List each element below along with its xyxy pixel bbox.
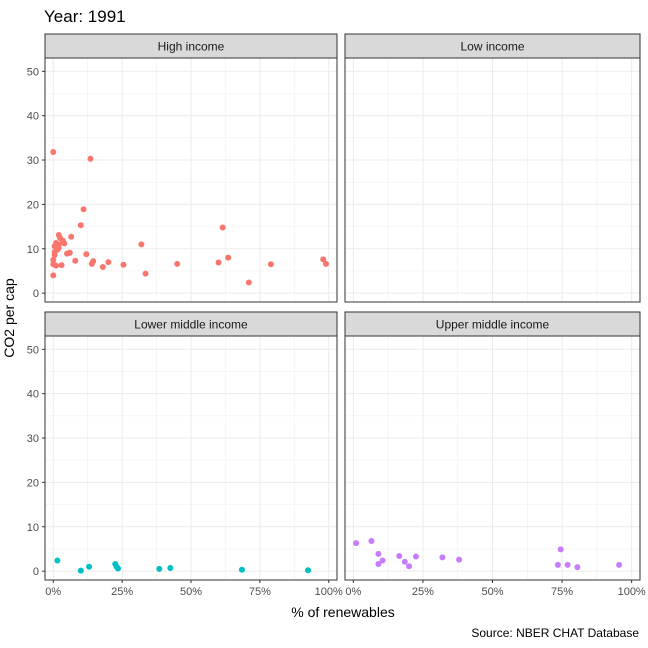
data-point bbox=[61, 240, 68, 247]
facet-strip-label: Lower middle income bbox=[134, 318, 248, 332]
data-point bbox=[401, 558, 408, 565]
data-point bbox=[616, 561, 623, 568]
data-point bbox=[77, 567, 84, 574]
data-point bbox=[115, 565, 121, 572]
data-point bbox=[58, 262, 65, 269]
x-tick-label: 0% bbox=[45, 586, 61, 598]
data-point bbox=[174, 260, 181, 267]
y-tick-label: 10 bbox=[27, 244, 39, 256]
data-point bbox=[322, 260, 329, 267]
data-point bbox=[320, 256, 327, 263]
y-tick-label: 10 bbox=[27, 522, 39, 534]
data-point bbox=[554, 561, 561, 568]
data-point bbox=[439, 554, 446, 561]
data-point bbox=[83, 251, 90, 258]
data-point bbox=[72, 257, 79, 264]
data-point bbox=[66, 249, 73, 256]
facet-strip-label: High income bbox=[158, 40, 225, 54]
data-point bbox=[375, 550, 382, 557]
x-tick-label: 100% bbox=[618, 586, 646, 598]
data-point bbox=[305, 567, 312, 574]
y-tick-label: 50 bbox=[27, 66, 39, 78]
data-point bbox=[456, 556, 463, 563]
data-point bbox=[215, 259, 222, 266]
data-point bbox=[77, 222, 84, 229]
data-point bbox=[379, 557, 386, 564]
data-point bbox=[120, 261, 127, 268]
y-tick-label: 20 bbox=[27, 477, 39, 489]
data-point bbox=[267, 261, 274, 268]
data-point bbox=[238, 566, 245, 573]
data-point bbox=[353, 540, 360, 547]
data-point bbox=[50, 256, 57, 263]
data-point bbox=[53, 262, 60, 269]
facet-panels: High income 0 10 20 30 40 50 Low income Lower mi… bbox=[27, 33, 646, 598]
facet-panel: Upper middle income 0% 25% 50% 75% 100% bbox=[344, 311, 646, 598]
x-tick-label: 25% bbox=[412, 586, 434, 598]
facet-strip bbox=[344, 33, 641, 59]
data-point bbox=[245, 279, 252, 286]
y-axis-title: CO2 per cap bbox=[1, 278, 17, 358]
data-point bbox=[396, 553, 403, 560]
data-point bbox=[87, 155, 94, 162]
facet-strip bbox=[44, 311, 338, 337]
x-tick-label: 75% bbox=[249, 586, 271, 598]
x-tick-label: 75% bbox=[551, 586, 573, 598]
x-tick-label: 100% bbox=[315, 586, 343, 598]
y-tick-label: 50 bbox=[27, 344, 39, 356]
x-tick-label: 50% bbox=[180, 586, 202, 598]
data-point bbox=[412, 553, 419, 560]
x-axis-title: % of renewables bbox=[291, 604, 395, 620]
panel-border bbox=[344, 57, 641, 303]
facet-strip-label: Upper middle income bbox=[436, 318, 550, 332]
y-tick-label: 40 bbox=[27, 111, 39, 123]
facet-panel: Low income bbox=[344, 33, 641, 303]
y-tick-label: 0 bbox=[33, 566, 39, 578]
data-point bbox=[138, 241, 145, 248]
data-point bbox=[368, 537, 375, 544]
data-point bbox=[90, 258, 97, 265]
data-point bbox=[55, 244, 62, 251]
data-point bbox=[105, 259, 112, 266]
data-point bbox=[99, 263, 106, 270]
data-point bbox=[156, 565, 163, 572]
x-tick-label: 25% bbox=[111, 586, 133, 598]
y-tick-label: 20 bbox=[27, 199, 39, 211]
y-tick-label: 0 bbox=[33, 288, 39, 300]
data-point bbox=[557, 546, 564, 553]
data-point bbox=[225, 254, 232, 261]
facet-strip bbox=[44, 33, 338, 59]
data-point bbox=[375, 561, 382, 568]
data-point bbox=[54, 557, 61, 564]
facet-panel: Lower middle income 0 10 20 30 40 50 0% 25% 50% 75… bbox=[27, 311, 343, 598]
y-tick-label: 30 bbox=[27, 433, 39, 445]
x-tick-label: 0% bbox=[345, 586, 361, 598]
data-point bbox=[80, 206, 87, 213]
chart-caption: Source: NBER CHAT Database bbox=[471, 626, 639, 640]
facet-panel: High income 0 10 20 30 40 50 bbox=[27, 33, 338, 303]
data-point bbox=[167, 565, 174, 572]
y-tick-label: 30 bbox=[27, 155, 39, 167]
data-point bbox=[86, 563, 93, 570]
chart-title: Year: 1991 bbox=[44, 7, 126, 26]
data-point bbox=[406, 563, 413, 570]
y-tick-label: 40 bbox=[27, 389, 39, 401]
panel-border bbox=[44, 57, 338, 303]
data-point bbox=[50, 272, 57, 279]
data-point bbox=[564, 561, 571, 568]
data-point bbox=[574, 564, 581, 571]
data-point bbox=[50, 149, 57, 156]
data-point bbox=[142, 270, 149, 277]
facet-strip-label: Low income bbox=[460, 40, 524, 54]
data-point bbox=[68, 233, 75, 240]
data-point bbox=[219, 224, 226, 231]
x-tick-label: 50% bbox=[481, 586, 503, 598]
